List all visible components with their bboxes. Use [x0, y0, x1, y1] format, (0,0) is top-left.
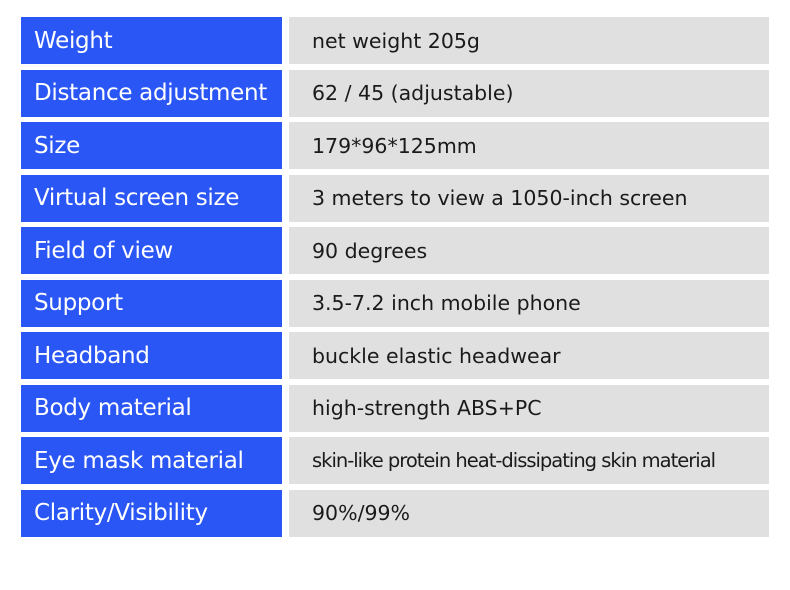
spec-label: Field of view: [21, 227, 282, 274]
spec-value: net weight 205g: [289, 17, 769, 64]
spec-row-support: Support 3.5-7.2 inch mobile phone: [21, 279, 769, 327]
spec-row-clarity-visibility: Clarity/Visibility 90%/99%: [21, 489, 769, 537]
spec-value: high-strength ABS+PC: [289, 384, 769, 432]
spec-label: Clarity/Visibility: [21, 489, 282, 537]
spec-row-body-material: Body material high-strength ABS+PC: [21, 384, 769, 432]
spec-row-virtual-screen-size: Virtual screen size 3 meters to view a 10…: [21, 174, 769, 222]
spec-value: 3 meters to view a 1050-inch screen: [289, 174, 769, 222]
spec-row-distance-adjustment: Distance adjustment 62 / 45 (adjustable): [21, 69, 769, 117]
spec-value: 3.5-7.2 inch mobile phone: [289, 279, 769, 327]
spec-label: Support: [21, 279, 282, 327]
spec-value: 179*96*125mm: [289, 122, 769, 169]
spec-value: 90%/99%: [289, 489, 769, 537]
spec-label: Headband: [21, 332, 282, 379]
spec-value: 62 / 45 (adjustable): [289, 69, 769, 117]
spec-label: Size: [21, 122, 282, 169]
spec-row-size: Size 179*96*125mm: [21, 122, 769, 169]
spec-row-eye-mask-material: Eye mask material skin-like protein heat-…: [21, 437, 769, 484]
spec-row-headband: Headband buckle elastic headwear: [21, 332, 769, 379]
spec-row-field-of-view: Field of view 90 degrees: [21, 227, 769, 274]
spec-label: Body material: [21, 384, 282, 432]
spec-table: Weight net weight 205g Distance adjustmen…: [21, 17, 769, 542]
spec-value: buckle elastic headwear: [289, 332, 769, 379]
spec-label: Eye mask material: [21, 437, 282, 484]
spec-row-weight: Weight net weight 205g: [21, 17, 769, 64]
spec-label: Distance adjustment: [21, 69, 282, 117]
spec-value: 90 degrees: [289, 227, 769, 274]
spec-label: Weight: [21, 17, 282, 64]
spec-label: Virtual screen size: [21, 174, 282, 222]
spec-value: skin-like protein heat-dissipating skin …: [289, 437, 769, 484]
